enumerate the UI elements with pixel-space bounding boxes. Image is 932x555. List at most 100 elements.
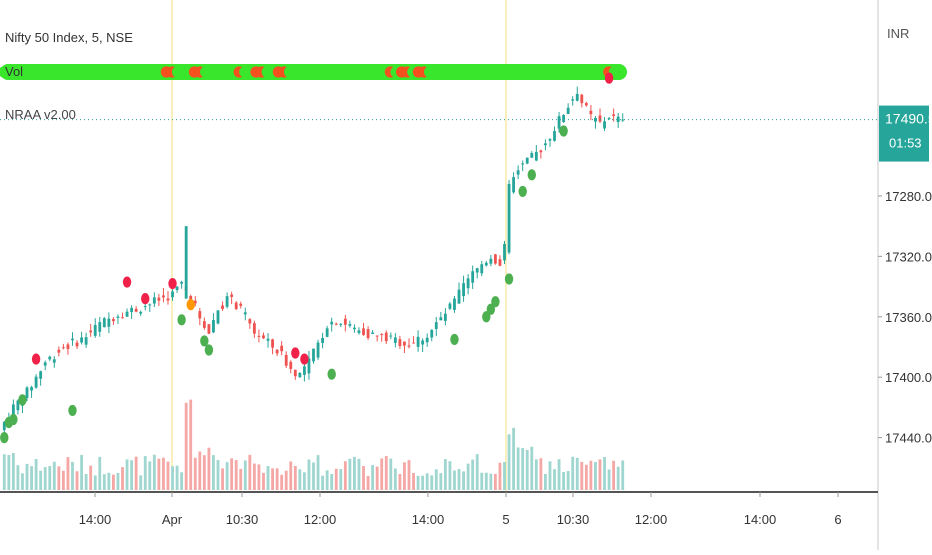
candle-body — [307, 358, 311, 374]
volume-bar — [34, 458, 38, 490]
candle-body — [621, 119, 625, 121]
candle-body — [193, 300, 197, 304]
candle-body — [52, 359, 56, 363]
candle-body — [434, 322, 438, 329]
candle-body — [484, 262, 488, 266]
candle-body — [457, 289, 461, 304]
volume-bar — [334, 468, 338, 490]
volume-bar — [384, 456, 388, 490]
candle-body — [48, 356, 52, 360]
volume-bar — [125, 459, 129, 490]
volume-bar — [403, 462, 406, 490]
volume-bar — [594, 461, 597, 490]
current-price-tag[interactable]: 17490.55 01:53 — [879, 105, 932, 162]
volume-bar — [516, 447, 520, 490]
volume-bar — [162, 457, 165, 490]
candle-body — [234, 302, 238, 310]
sell-signal-dot — [141, 293, 150, 305]
candle-body — [66, 344, 70, 349]
volume-bar — [321, 475, 325, 490]
indicator-legend[interactable]: NRAA v2.00 — [5, 107, 76, 122]
candle-body — [425, 337, 429, 343]
candle-body — [594, 117, 597, 122]
symbol-legend[interactable]: Nifty 50 Index, 5, NSE — [5, 30, 133, 45]
volume-bar — [30, 466, 33, 490]
candle-body — [348, 324, 352, 326]
volume-bar — [493, 473, 497, 490]
candle-body — [612, 114, 616, 116]
buy-signal-dot — [491, 296, 500, 308]
volume-bar — [121, 467, 124, 490]
buy-signal-dot — [18, 394, 27, 406]
time-axis-ticks: 14:00 Apr 10:30 12:00 14:00 5 10:30 12:00 14:00 6 — [79, 492, 842, 527]
candle-body — [616, 116, 620, 123]
candle-body — [171, 291, 174, 298]
volume-bar — [544, 473, 547, 490]
candle-body — [316, 342, 320, 358]
candle-body — [275, 349, 279, 354]
volume-bar — [225, 462, 229, 490]
candle-body — [271, 339, 274, 348]
volume-bar — [234, 460, 238, 490]
volume-bar — [480, 472, 484, 490]
candle-body — [162, 295, 165, 298]
volume-bar — [471, 459, 475, 490]
volume-bar — [171, 466, 174, 490]
price-tick-label: 17320.00 — [885, 249, 932, 264]
candle-body — [93, 325, 97, 336]
time-tick-label: 14:00 — [412, 512, 445, 527]
legend[interactable]: Nifty 50 Index, 5, NSE Vol NRAA v2.00 — [5, 30, 133, 122]
candle-body — [462, 283, 465, 297]
buy-signal-dot — [518, 185, 527, 198]
volume-bar — [284, 470, 288, 490]
candle-body — [2, 421, 6, 431]
volume-bar — [348, 458, 352, 490]
candle-body — [353, 327, 356, 330]
volume-bar — [412, 473, 415, 490]
volume-bar — [498, 462, 502, 490]
volume-bar — [598, 459, 602, 490]
volume-bar — [362, 466, 365, 490]
vol-legend[interactable]: Vol — [5, 64, 23, 79]
volume-bar — [343, 461, 347, 490]
volume-bar — [84, 474, 88, 490]
volume-bar — [557, 459, 561, 490]
volume-bar — [325, 470, 329, 490]
candle-body — [371, 332, 375, 334]
volume-bar — [389, 458, 393, 490]
buy-signal-dot — [482, 311, 491, 323]
candle-body — [289, 361, 293, 369]
candle-body — [521, 163, 525, 165]
volume-bar — [448, 461, 452, 490]
candle-body — [471, 271, 475, 283]
volume-bar — [112, 474, 115, 490]
volume-bar — [430, 475, 434, 490]
candle-body — [212, 319, 215, 333]
sell-signal-dot — [300, 353, 309, 365]
price-tick-label: 17440.00 — [885, 431, 932, 446]
volume-bar — [262, 472, 265, 490]
candle-body — [598, 115, 602, 122]
volume-bar — [302, 472, 306, 490]
volume-bar — [371, 465, 375, 490]
volume-bar — [21, 473, 24, 490]
volume-bar — [330, 474, 334, 490]
volume-bar — [307, 459, 311, 490]
candle-body — [321, 337, 325, 343]
volume-bar — [275, 468, 279, 490]
volume-bar — [216, 459, 220, 490]
volume-bar — [230, 458, 234, 490]
candle-body — [566, 107, 570, 114]
volume-bar — [553, 469, 556, 490]
candle-body — [198, 311, 202, 319]
volume-bar — [603, 457, 606, 490]
time-tick-label: 12:00 — [635, 512, 668, 527]
candle-body — [453, 298, 456, 310]
candle-body — [553, 131, 556, 141]
volume-bar — [312, 462, 315, 490]
volume-bar — [293, 465, 297, 490]
candle-body — [489, 258, 493, 264]
candle-body — [512, 177, 515, 193]
